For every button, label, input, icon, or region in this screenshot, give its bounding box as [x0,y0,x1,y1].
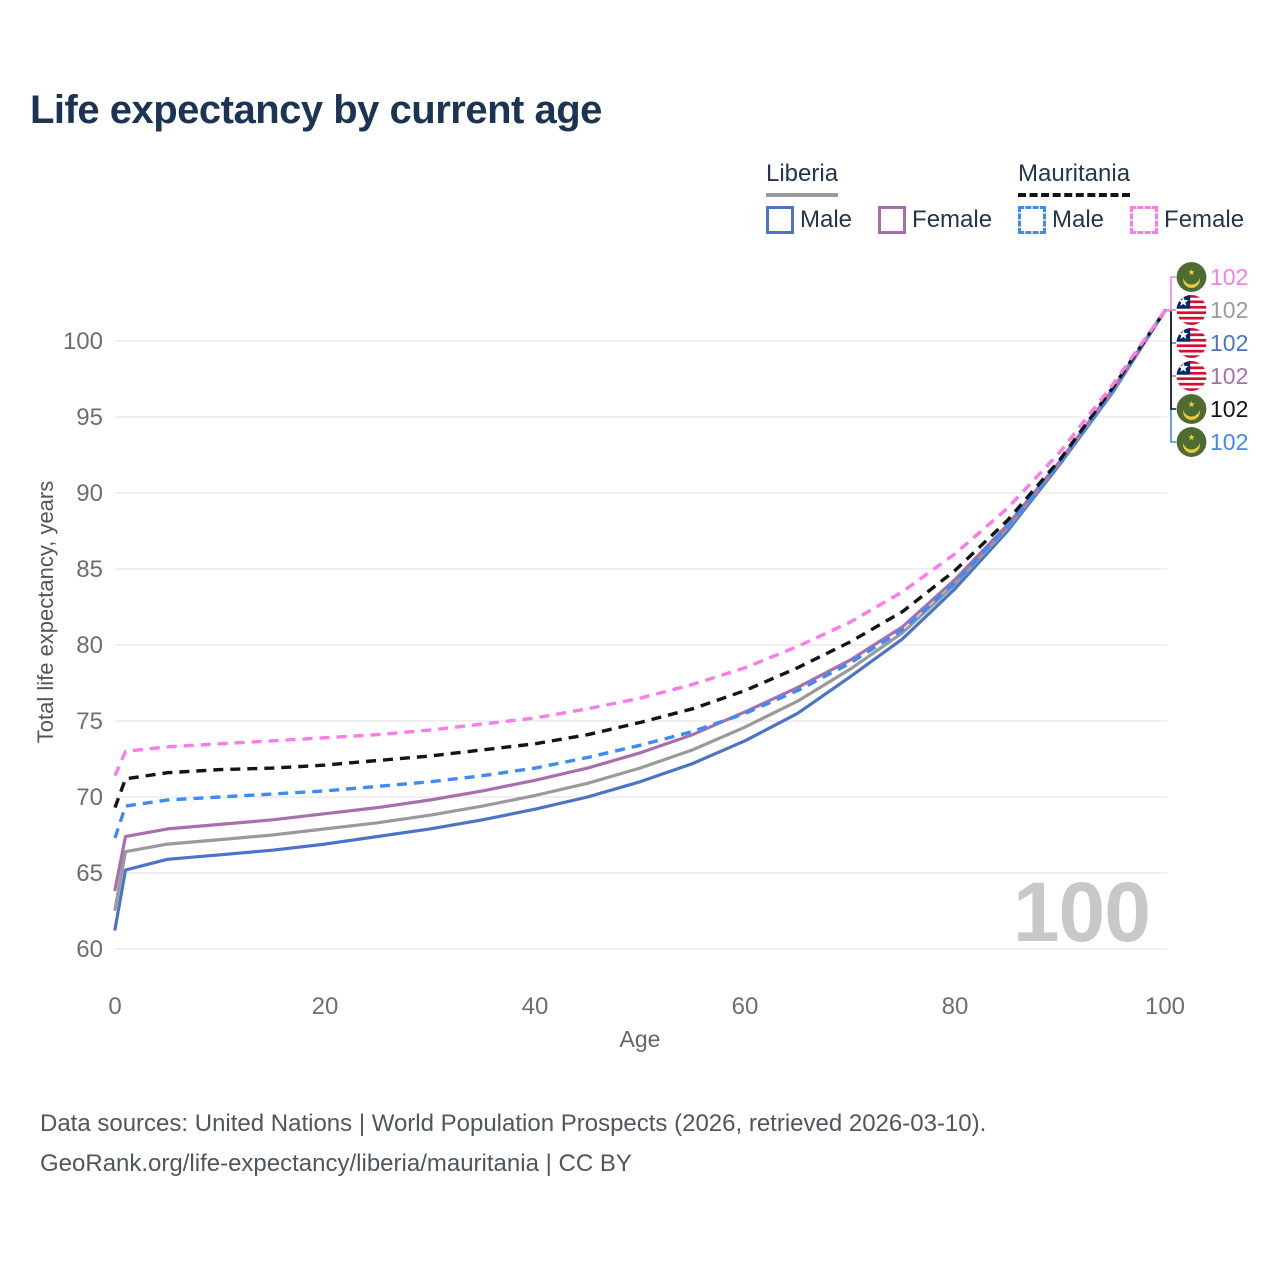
legend-item-mauritania-female[interactable]: Female [1130,206,1244,234]
page-title: Life expectancy by current age [30,88,602,132]
legend-group-mauritania: Mauritania Male Female [1018,160,1244,234]
y-tick-label-60: 60 [76,936,103,963]
legend-country-mauritania: Mauritania [1018,160,1131,197]
y-tick-label-80: 80 [76,632,103,659]
legend-country-liberia: Liberia [766,160,839,197]
x-tick-label-40: 40 [522,993,549,1020]
flag-mauritania-icon [1176,262,1207,292]
legend-item-liberia-male[interactable]: Male [766,206,852,234]
series-line-mauritania-male [113,309,1167,839]
star-shape [1188,434,1195,441]
end-value-label-liberia-female: 102 [1210,363,1248,389]
star-shape [1188,401,1195,408]
x-tick-label-100: 100 [1145,993,1185,1020]
x-axis-title: Age [619,1026,661,1052]
flag-liberia-icon [1176,295,1207,325]
age-watermark: 100 [1012,865,1151,959]
legend-swatch-liberia-male-icon [766,206,794,234]
legend-label-mauritania-male: Male [1052,206,1105,233]
series-line-liberia-both-sexes [113,309,1167,912]
y-tick-label-70: 70 [76,784,103,811]
y-tick-label-85: 85 [76,556,103,583]
legend-group-liberia: Liberia Male Female [766,160,992,234]
end-value-label-liberia-both-sexes: 102 [1210,297,1248,323]
series-line-mauritania-both-sexes [113,309,1167,809]
star-shape [1178,296,1189,307]
flag-liberia-icon [1176,328,1207,358]
series-line-liberia-female [113,309,1167,892]
star-shape [1188,269,1195,276]
legend-label-liberia-male: Male [800,206,853,233]
y-tick-label-100: 100 [63,328,103,355]
y-tick-label-75: 75 [76,708,103,735]
x-tick-label-60: 60 [732,993,759,1020]
footer-attribution-link: GeoRank.org/life-expectancy/liberia/maur… [40,1150,632,1177]
x-tick-label-0: 0 [108,993,121,1020]
star-shape [1178,362,1189,373]
legend-swatch-mauritania-male-icon [1018,206,1046,234]
series-line-liberia-male [113,309,1167,931]
series-line-mauritania-female [113,309,1167,777]
y-tick-label-95: 95 [76,404,103,431]
legend-label-liberia-female: Female [912,206,993,233]
footer-data-sources: Data sources: United Nations | World Pop… [40,1110,987,1137]
flag-liberia-icon [1176,361,1207,391]
leader-line-mauritania-female [1165,276,1176,312]
legend-item-liberia-female[interactable]: Female [878,206,992,234]
x-tick-label-20: 20 [312,993,339,1020]
end-value-label-liberia-male: 102 [1210,330,1248,356]
legend-label-mauritania-female: Female [1164,206,1245,233]
flag-mauritania-icon [1176,427,1207,457]
legend-swatch-liberia-female-icon [878,206,907,234]
star-shape [1178,329,1189,340]
flag-mauritania-icon [1176,394,1207,424]
legend-row-mauritania: Male Female [1018,206,1244,234]
y-tick-label-90: 90 [76,480,103,507]
x-tick-label-80: 80 [942,993,969,1020]
legend-row-liberia: Male Female [766,206,992,234]
legend-swatch-mauritania-female-icon [1130,206,1159,234]
legend-item-mauritania-male[interactable]: Male [1018,206,1104,234]
end-value-label-mauritania-female: 102 [1210,264,1248,290]
leader-line-mauritania-both-sexes [1165,309,1176,410]
end-value-label-mauritania-male: 102 [1210,429,1248,455]
end-value-label-mauritania-both-sexes: 102 [1210,396,1248,422]
y-tick-label-65: 65 [76,860,103,887]
